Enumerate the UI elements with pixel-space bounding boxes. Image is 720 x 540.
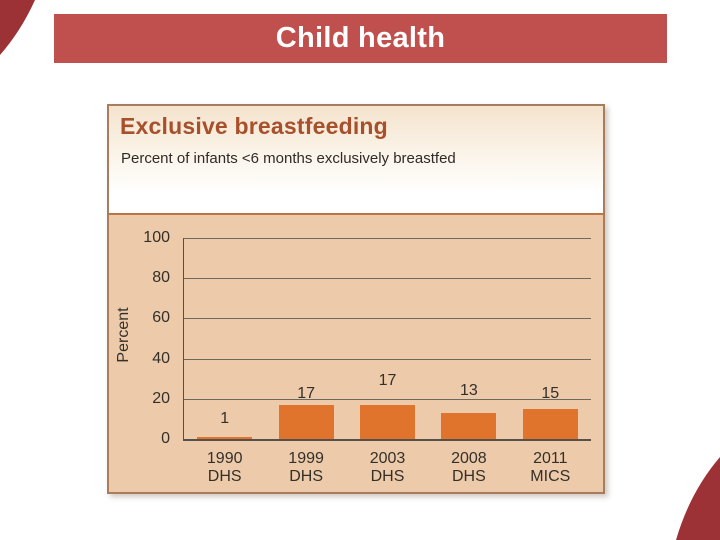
x-tick-label-line: DHS	[207, 468, 242, 485]
y-tick-label: 80	[152, 269, 170, 287]
gridline	[184, 358, 591, 360]
bar-value-label: 15	[541, 384, 560, 402]
bar-value-label: 1	[220, 409, 230, 427]
y-tick-label: 20	[152, 389, 170, 407]
bar-value-label: 17	[378, 371, 397, 389]
x-tick-label-line: 2003	[369, 450, 406, 467]
slide-title-banner: Child health	[54, 14, 667, 63]
chart-subtitle: Percent of infants <6 months exclusively…	[121, 150, 456, 167]
x-tick-label-line: 1999	[288, 450, 324, 467]
gridline	[184, 398, 591, 400]
y-tick-label: 100	[143, 229, 170, 246]
corner-accent-top-left	[0, 0, 35, 55]
y-tick-label: 0	[161, 430, 170, 447]
x-tick-label: 2003 DHS	[348, 450, 428, 486]
corner-accent-top-left-shape	[0, 0, 35, 55]
x-tick-label: 2011 MICS	[510, 450, 590, 486]
chart-panel-header: Exclusive breastfeeding Percent of infan…	[109, 106, 603, 213]
x-tick-label-line: DHS	[289, 468, 323, 485]
y-tick-label: 40	[152, 349, 170, 367]
y-tick-label: 60	[152, 309, 170, 327]
bar	[197, 437, 253, 439]
bar	[278, 404, 334, 439]
x-tick-label-line: MICS	[530, 468, 571, 485]
gridline	[184, 278, 591, 280]
plot-area: 100 80 60 40 20 0 1 1990 DHS 17 1999 DHS 17 2003 DHS 13…	[143, 229, 591, 485]
bar	[360, 404, 415, 439]
x-tick-label-line: 2011	[533, 450, 568, 467]
slide-title: Child health	[275, 22, 446, 54]
chart-area: Percent 100 80 60 40 20 0 1 1990 DHS 17 1999 DHS 17 2…	[109, 213, 603, 492]
x-tick-label-line: DHS	[452, 468, 486, 485]
x-tick-label: 1999 DHS	[266, 450, 346, 486]
bar-value-label: 13	[459, 381, 478, 399]
chart-panel: Exclusive breastfeeding Percent of infan…	[107, 104, 605, 494]
corner-accent-bottom-right	[676, 457, 720, 540]
gridline	[184, 238, 591, 239]
bar	[522, 408, 578, 439]
bar-value-label: 17	[297, 384, 315, 402]
x-tick-label-line: 1990	[206, 450, 243, 467]
gridline	[184, 318, 591, 320]
bar	[441, 412, 497, 439]
x-tick-label: 2008 DHS	[429, 450, 509, 486]
x-tick-label-line: DHS	[370, 468, 405, 485]
chart-title: Exclusive breastfeeding	[120, 113, 388, 139]
x-tick-label: 1990 DHS	[185, 450, 265, 486]
corner-accent-bottom-right-shape	[676, 457, 720, 540]
x-tick-label-line: 2008	[451, 450, 487, 467]
